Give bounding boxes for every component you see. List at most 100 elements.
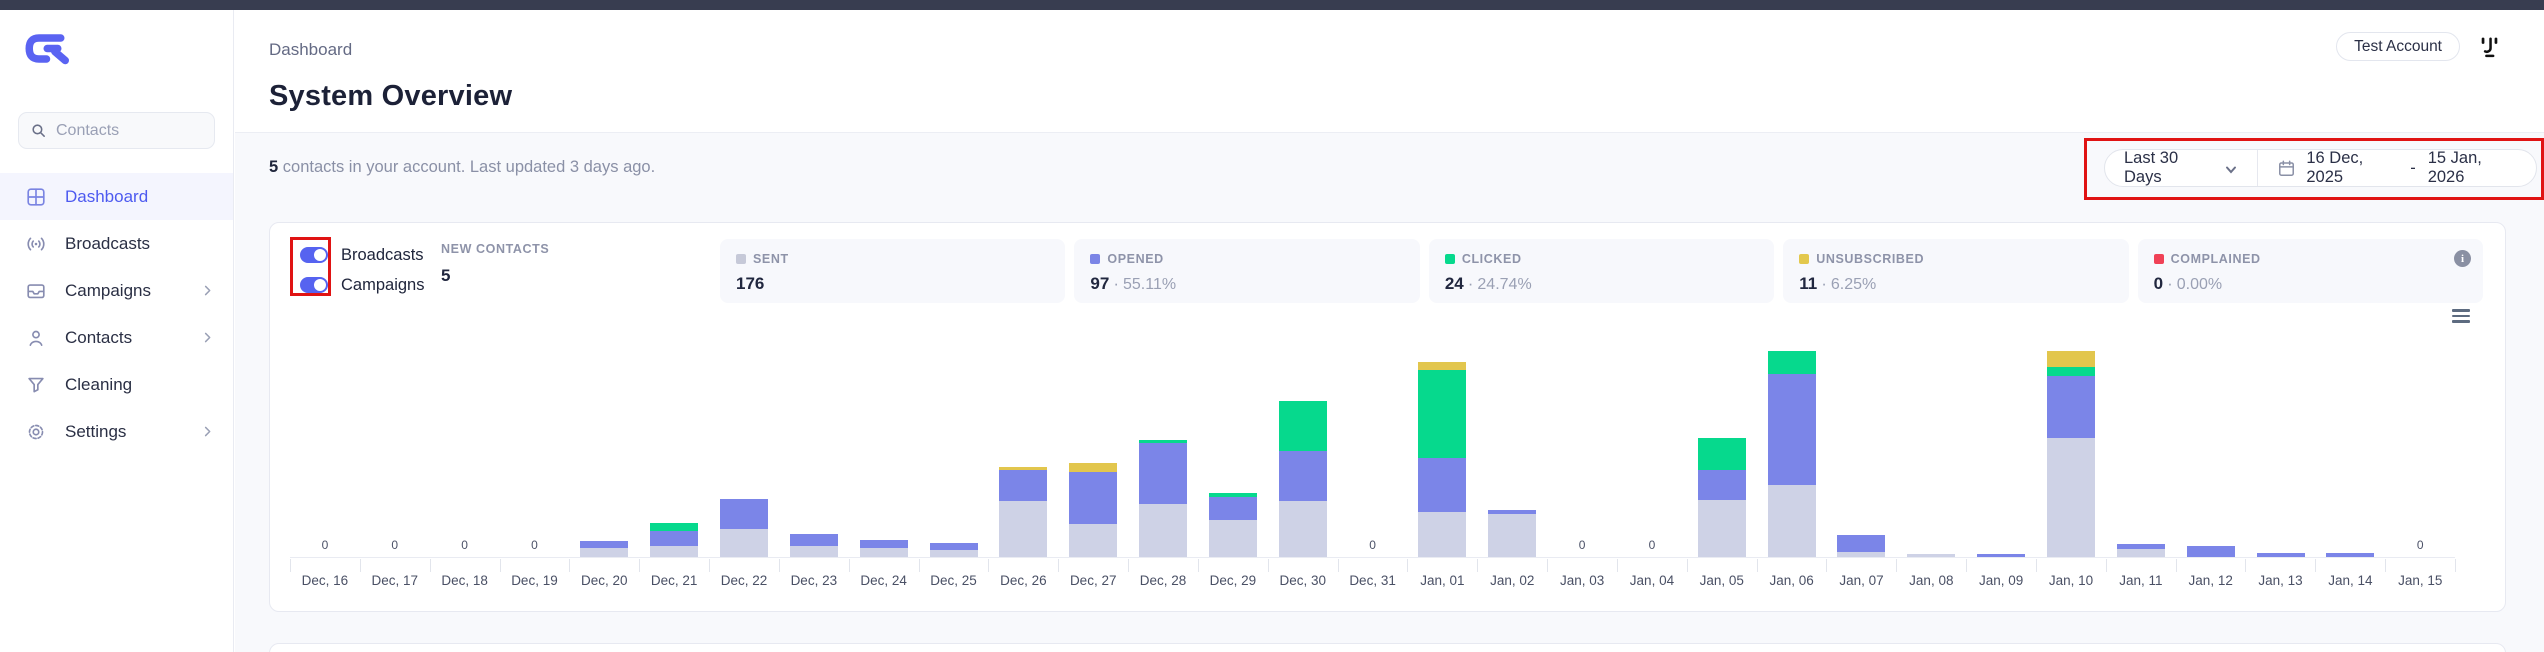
stacked-bar <box>1418 362 1467 557</box>
chart-slot <box>779 336 849 557</box>
axis-tick <box>1058 559 1060 572</box>
bar-segment-opened <box>1208 497 1257 520</box>
stacked-bar <box>650 523 699 557</box>
stacked-bar <box>859 540 908 557</box>
chart-slot <box>2176 336 2246 557</box>
axis-tick <box>918 559 920 572</box>
sidebar-item-campaigns[interactable]: Campaigns <box>0 267 233 314</box>
calendar-icon <box>2277 159 2296 178</box>
sidebar-item-cleaning[interactable]: Cleaning <box>0 361 233 408</box>
axis-tick <box>290 559 291 572</box>
stat-label: UNSUBSCRIBED <box>1816 252 1925 266</box>
chart-slot: 0 <box>2385 336 2455 557</box>
chart-slot: 0 <box>430 336 500 557</box>
chart-menu-icon[interactable] <box>2452 309 2470 326</box>
stat-block-unsubscribed: UNSUBSCRIBED 11 · 6.25% <box>1783 239 2129 303</box>
x-axis-label: Jan, 15 <box>2398 573 2443 588</box>
toggle-row-campaigns: Campaigns <box>292 273 432 297</box>
new-contacts-stat: NEW CONTACTS 5 <box>441 239 711 303</box>
x-axis-label: Jan, 06 <box>1769 573 1814 588</box>
date-preset-dropdown[interactable]: Last 30 Days <box>2105 149 2257 186</box>
chart-slot <box>1268 336 1338 557</box>
date-range-field[interactable]: 16 Dec, 2025 - 15 Jan, 2026 <box>2258 149 2536 186</box>
new-contacts-value: 5 <box>441 266 451 285</box>
app-logo[interactable] <box>24 30 72 67</box>
sidebar-item-contacts[interactable]: Contacts <box>0 314 233 361</box>
bar-segment-sent <box>1767 485 1816 557</box>
zero-value-label: 0 <box>1369 538 1376 552</box>
x-axis-label: Jan, 07 <box>1839 573 1884 588</box>
x-axis-labels: Dec, 16 Dec, 17 Dec, 18 Dec, 19 Dec, 20 Dec, … <box>290 559 2455 598</box>
bar-segment-sent <box>1488 514 1537 557</box>
axis-tick <box>988 559 990 572</box>
x-axis-label: Jan, 12 <box>2188 573 2233 588</box>
axis-tick <box>1826 559 1828 572</box>
bar-segment-sent <box>1208 520 1257 557</box>
bar-segment-opened <box>1837 535 1886 552</box>
bar-segment-unsubscribed <box>1069 463 1118 472</box>
chevron-right-icon <box>200 283 215 298</box>
stat-label: CLICKED <box>1461 252 1522 266</box>
contacts-summary-text: contacts in your account. Last updated 3… <box>278 158 656 176</box>
stacked-bar <box>1977 554 2026 557</box>
axis-tick <box>1337 559 1339 572</box>
sidebar-item-broadcasts[interactable]: Broadcasts <box>0 220 233 267</box>
account-button[interactable]: Test Account <box>2336 32 2460 61</box>
axis-tick <box>2385 559 2387 572</box>
axis-tick <box>2455 559 2456 572</box>
date-range-picker: Last 30 Days 16 Dec, 2025 - 15 Jan, 2026 <box>2104 149 2537 187</box>
bar-segment-sent <box>1837 552 1886 557</box>
campaigns-toggle[interactable] <box>300 277 328 293</box>
bar-segment-sent <box>1907 554 1956 557</box>
x-axis-label: Dec, 16 <box>301 573 349 588</box>
stat-value: 97 · 55.11% <box>1090 274 1177 293</box>
date-range-start: 16 Dec, 2025 <box>2306 149 2364 186</box>
bar-segment-unsubscribed <box>999 467 1048 470</box>
search-input[interactable] <box>56 121 203 140</box>
stacked-bar <box>2186 546 2235 557</box>
legend-square <box>1444 254 1455 264</box>
chart-slot <box>569 336 639 557</box>
bar-segment-clicked <box>650 523 699 531</box>
sidebar-item-label: Campaigns <box>65 280 151 300</box>
avatar-face-icon[interactable] <box>2477 34 2502 59</box>
legend-square <box>2153 254 2164 264</box>
chart-slot <box>1757 336 1827 557</box>
x-axis-label: Jan, 11 <box>2119 573 2163 588</box>
info-icon[interactable] <box>2454 250 2472 267</box>
broadcasts-toggle[interactable] <box>300 247 328 263</box>
bar-segment-sent <box>580 548 629 557</box>
stat-label: OPENED <box>1107 252 1164 266</box>
sidebar-item-dashboard[interactable]: Dashboard <box>0 173 233 220</box>
x-axis-label: Dec, 17 <box>371 573 419 588</box>
bar-segment-sent <box>650 546 699 557</box>
x-axis-label: Dec, 30 <box>1279 573 1326 588</box>
chart-slot <box>1198 336 1268 557</box>
bar-segment-opened <box>650 531 699 546</box>
zero-value-label: 0 <box>391 538 399 552</box>
series-toggles: Broadcasts Campaigns <box>292 239 432 303</box>
stat-block-opened: OPENED 97 · 55.11% <box>1074 239 1420 303</box>
chart-slot <box>709 336 779 557</box>
page-title: System Overview <box>269 80 513 112</box>
bar-segment-opened <box>999 470 1048 501</box>
bar-segment-sent <box>2047 438 2096 557</box>
sidebar-search <box>18 112 215 149</box>
x-axis-label: Dec, 31 <box>1349 573 1396 588</box>
bar-segment-opened <box>2186 546 2235 557</box>
bar-segment-clicked <box>1697 438 1746 470</box>
bar-segment-sent <box>929 550 978 557</box>
sidebar-item-settings[interactable]: Settings <box>0 408 233 455</box>
bar-segment-opened <box>2256 553 2305 557</box>
axis-tick <box>359 559 361 572</box>
stacked-bar <box>1697 438 1746 557</box>
bar-segment-opened <box>859 540 908 548</box>
zero-value-label: 0 <box>1578 538 1586 552</box>
x-axis-label: Jan, 13 <box>2258 573 2303 588</box>
bar-segment-opened <box>1488 510 1537 514</box>
axis-tick <box>639 559 641 572</box>
axis-tick <box>2175 559 2177 572</box>
x-axis-label: Dec, 18 <box>441 573 488 588</box>
bar-segment-opened <box>1418 458 1467 512</box>
